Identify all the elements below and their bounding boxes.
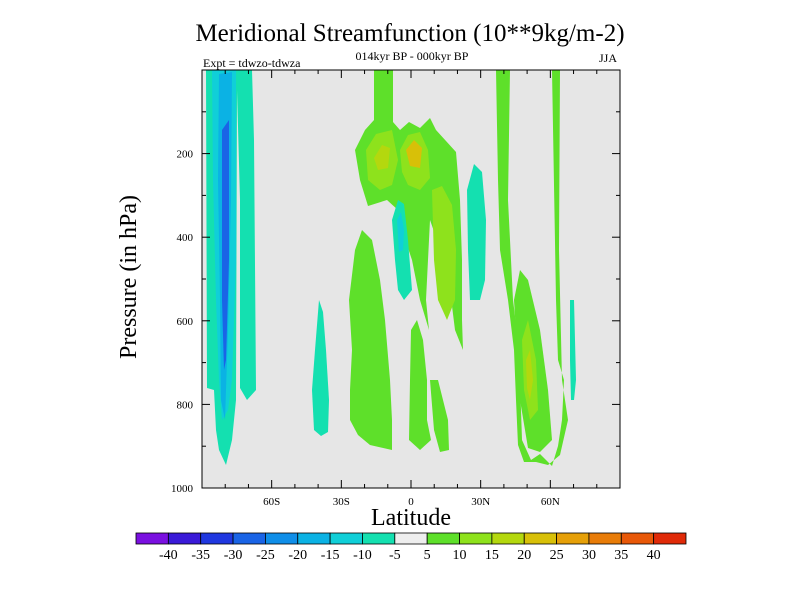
colorbar-label: 25 [550,548,564,563]
experiment-label: Expt = tdwzo-tdwza [203,56,301,70]
season-label: JJA [599,51,617,65]
x-axis-label: Latitude [371,505,451,531]
colorbar-label: -20 [288,548,307,563]
colorbar-label: -25 [256,548,275,563]
y-tick-label: 200 [177,149,194,161]
y-tick-label: 1000 [171,483,194,495]
x-tick-label: 60S [263,496,280,508]
colorbar-swatch [588,532,622,545]
x-tick-label: 60N [541,496,560,508]
contour-neg-40s [312,300,329,436]
colorbar-swatch [362,532,396,545]
colorbar-swatch [200,532,234,545]
chart-subtitle: 014kyr BP - 000kyr BP [356,49,469,63]
colorbar-swatch [556,532,590,545]
y-axis-ticks: 200 400 600 800 1000 [171,111,620,495]
contour-pos-north [496,70,568,466]
colorbar-label: -15 [321,548,340,563]
colorbar-swatch [620,532,655,545]
colorbar-swatch [297,532,331,545]
colorbar-label: -5 [389,548,401,563]
colorbar-swatch [653,532,687,545]
contour-pos-lobe [432,186,456,320]
colorbar-label: -35 [191,548,210,563]
colorbar-swatch [523,532,557,545]
colorbar-swatch [394,532,428,545]
colorbar-label: -10 [353,548,372,563]
colorbar-label: -30 [224,548,243,563]
contour-pos-upper-core-r [406,140,422,168]
contour-fills [206,70,576,466]
y-tick-label: 600 [177,316,194,328]
colorbar-label: 20 [517,548,531,563]
colorbar: -40 -35 -30 -25 -20 -15 -10 -5 5 10 15 20 25 30 35 40 [135,532,687,563]
colorbar-swatch [491,532,525,545]
x-tick-label: 30S [333,496,350,508]
colorbar-label: 10 [453,548,467,563]
contour-neg-70n [570,300,576,400]
chart-title: Meridional Streamfunction (10**9kg/m-2) [195,20,624,47]
colorbar-label: 15 [485,548,499,563]
colorbar-swatch [459,532,493,545]
y-tick-label: 800 [177,399,194,411]
colorbar-swatch [329,532,363,545]
colorbar-swatch [232,532,266,545]
contour-neg-south-core2 [222,120,229,370]
contour-pos-north-core2 [526,350,533,400]
colorbar-swatch [135,532,169,545]
y-axis-label: Pressure (in hPa) [116,195,142,359]
colorbar-label: 35 [614,548,628,563]
colorbar-swatch [265,532,299,545]
colorbar-label: 40 [647,548,661,563]
colorbar-label: -40 [159,548,178,563]
colorbar-swatch [167,532,202,545]
y-tick-label: 400 [177,232,194,244]
contour-neg-28n [467,164,486,300]
colorbar-label: 5 [424,548,431,563]
colorbar-swatch [426,532,460,545]
contour-pos-upper-core-l [374,145,390,170]
contour-neg-equator-core [397,212,404,252]
x-axis-ticks: 60S 30S 0 30N 60N [224,70,598,508]
colorbar-label: 30 [582,548,596,563]
x-tick-label: 0 [408,496,414,508]
x-tick-label: 30N [471,496,490,508]
